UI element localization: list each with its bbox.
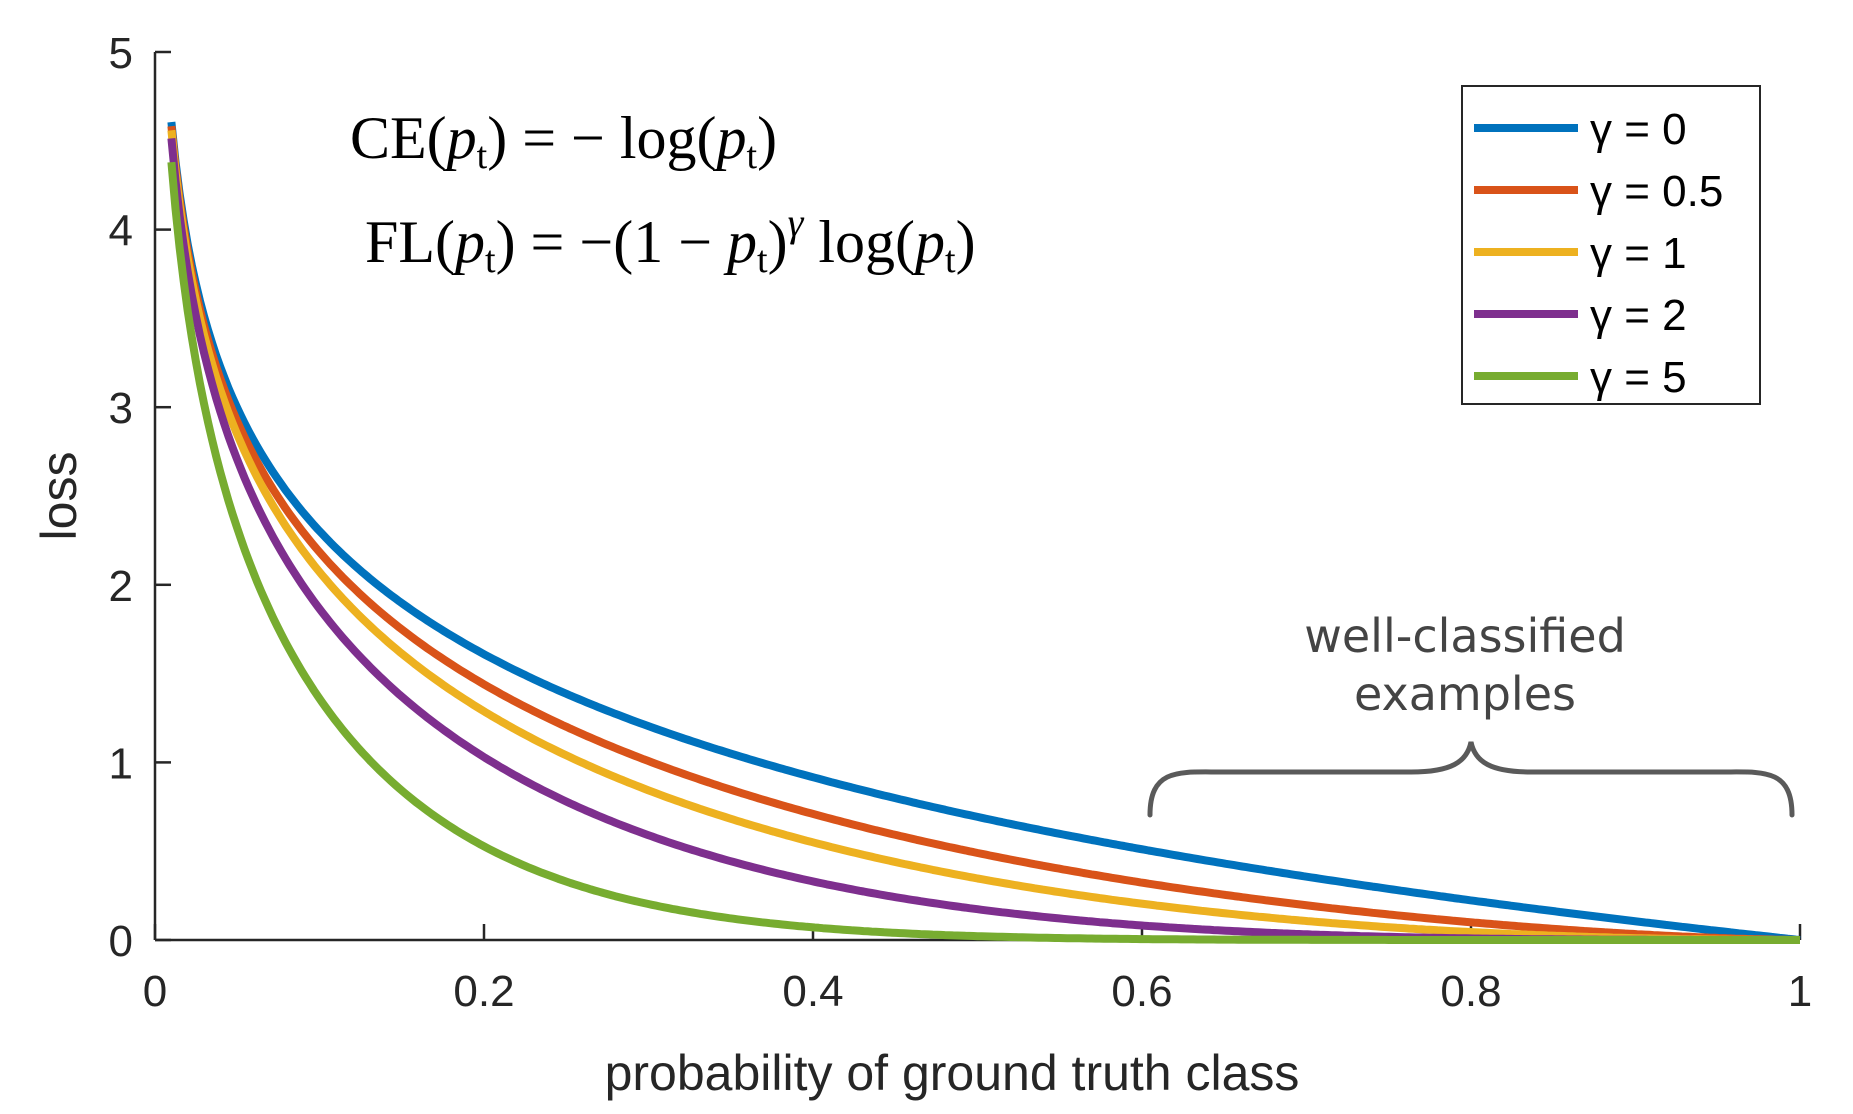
- well-classified-annotation: well-classified examples: [1147, 609, 1795, 818]
- curly-brace-icon: [1147, 741, 1795, 818]
- y-tick-label: 4: [109, 207, 133, 256]
- ticks: 0 0.2 0.4 0.6 0.8 1 0 1 2 3 4 5: [109, 29, 1813, 1016]
- legend-label: γ = 2: [1590, 291, 1687, 340]
- svg-text:FL(pt) = −(1 − pt)γ log(pt): FL(pt) = −(1 − pt)γ log(pt): [365, 200, 976, 281]
- x-tick-label: 0.8: [1440, 967, 1501, 1016]
- formula-fl: FL(pt) = −(1 − pt)γ log(pt): [365, 200, 976, 281]
- x-axis-title: probability of ground truth class: [605, 1045, 1300, 1101]
- series-line-gamma-5: [167, 161, 1800, 944]
- y-tick-label: 3: [109, 384, 133, 433]
- annotation-line-2: examples: [1354, 667, 1576, 721]
- y-tick-label: 1: [109, 739, 133, 788]
- svg-text:CE(pt) = − log(pt): CE(pt) = − log(pt): [350, 105, 777, 177]
- y-tick-label: 5: [109, 29, 133, 78]
- x-tick-label: 0.6: [1111, 967, 1172, 1016]
- y-axis-title: loss: [31, 452, 87, 541]
- legend-label: γ = 0.5: [1590, 167, 1723, 216]
- y-tick-label: 0: [109, 917, 133, 966]
- x-tick-label: 0: [143, 967, 167, 1016]
- legend: γ = 0 γ = 0.5 γ = 1 γ = 2 γ = 5: [1461, 85, 1761, 405]
- x-tick-label: 0.4: [782, 967, 843, 1016]
- annotation-line-1: well-classified: [1304, 609, 1626, 663]
- legend-label: γ = 0: [1590, 105, 1687, 154]
- formula-ce: CE(pt) = − log(pt): [350, 105, 777, 177]
- series-line-gamma-0-5: [167, 125, 1800, 944]
- series-lines: [167, 121, 1801, 944]
- series-line-gamma-0: [167, 121, 1801, 944]
- y-tick-label: 2: [109, 562, 133, 611]
- legend-box: [1461, 85, 1761, 405]
- x-tick-label: 0.2: [453, 967, 514, 1016]
- x-tick-label: 1: [1788, 967, 1812, 1016]
- series-line-gamma-1: [167, 129, 1800, 944]
- legend-label: γ = 5: [1590, 353, 1687, 402]
- legend-label: γ = 1: [1590, 229, 1687, 278]
